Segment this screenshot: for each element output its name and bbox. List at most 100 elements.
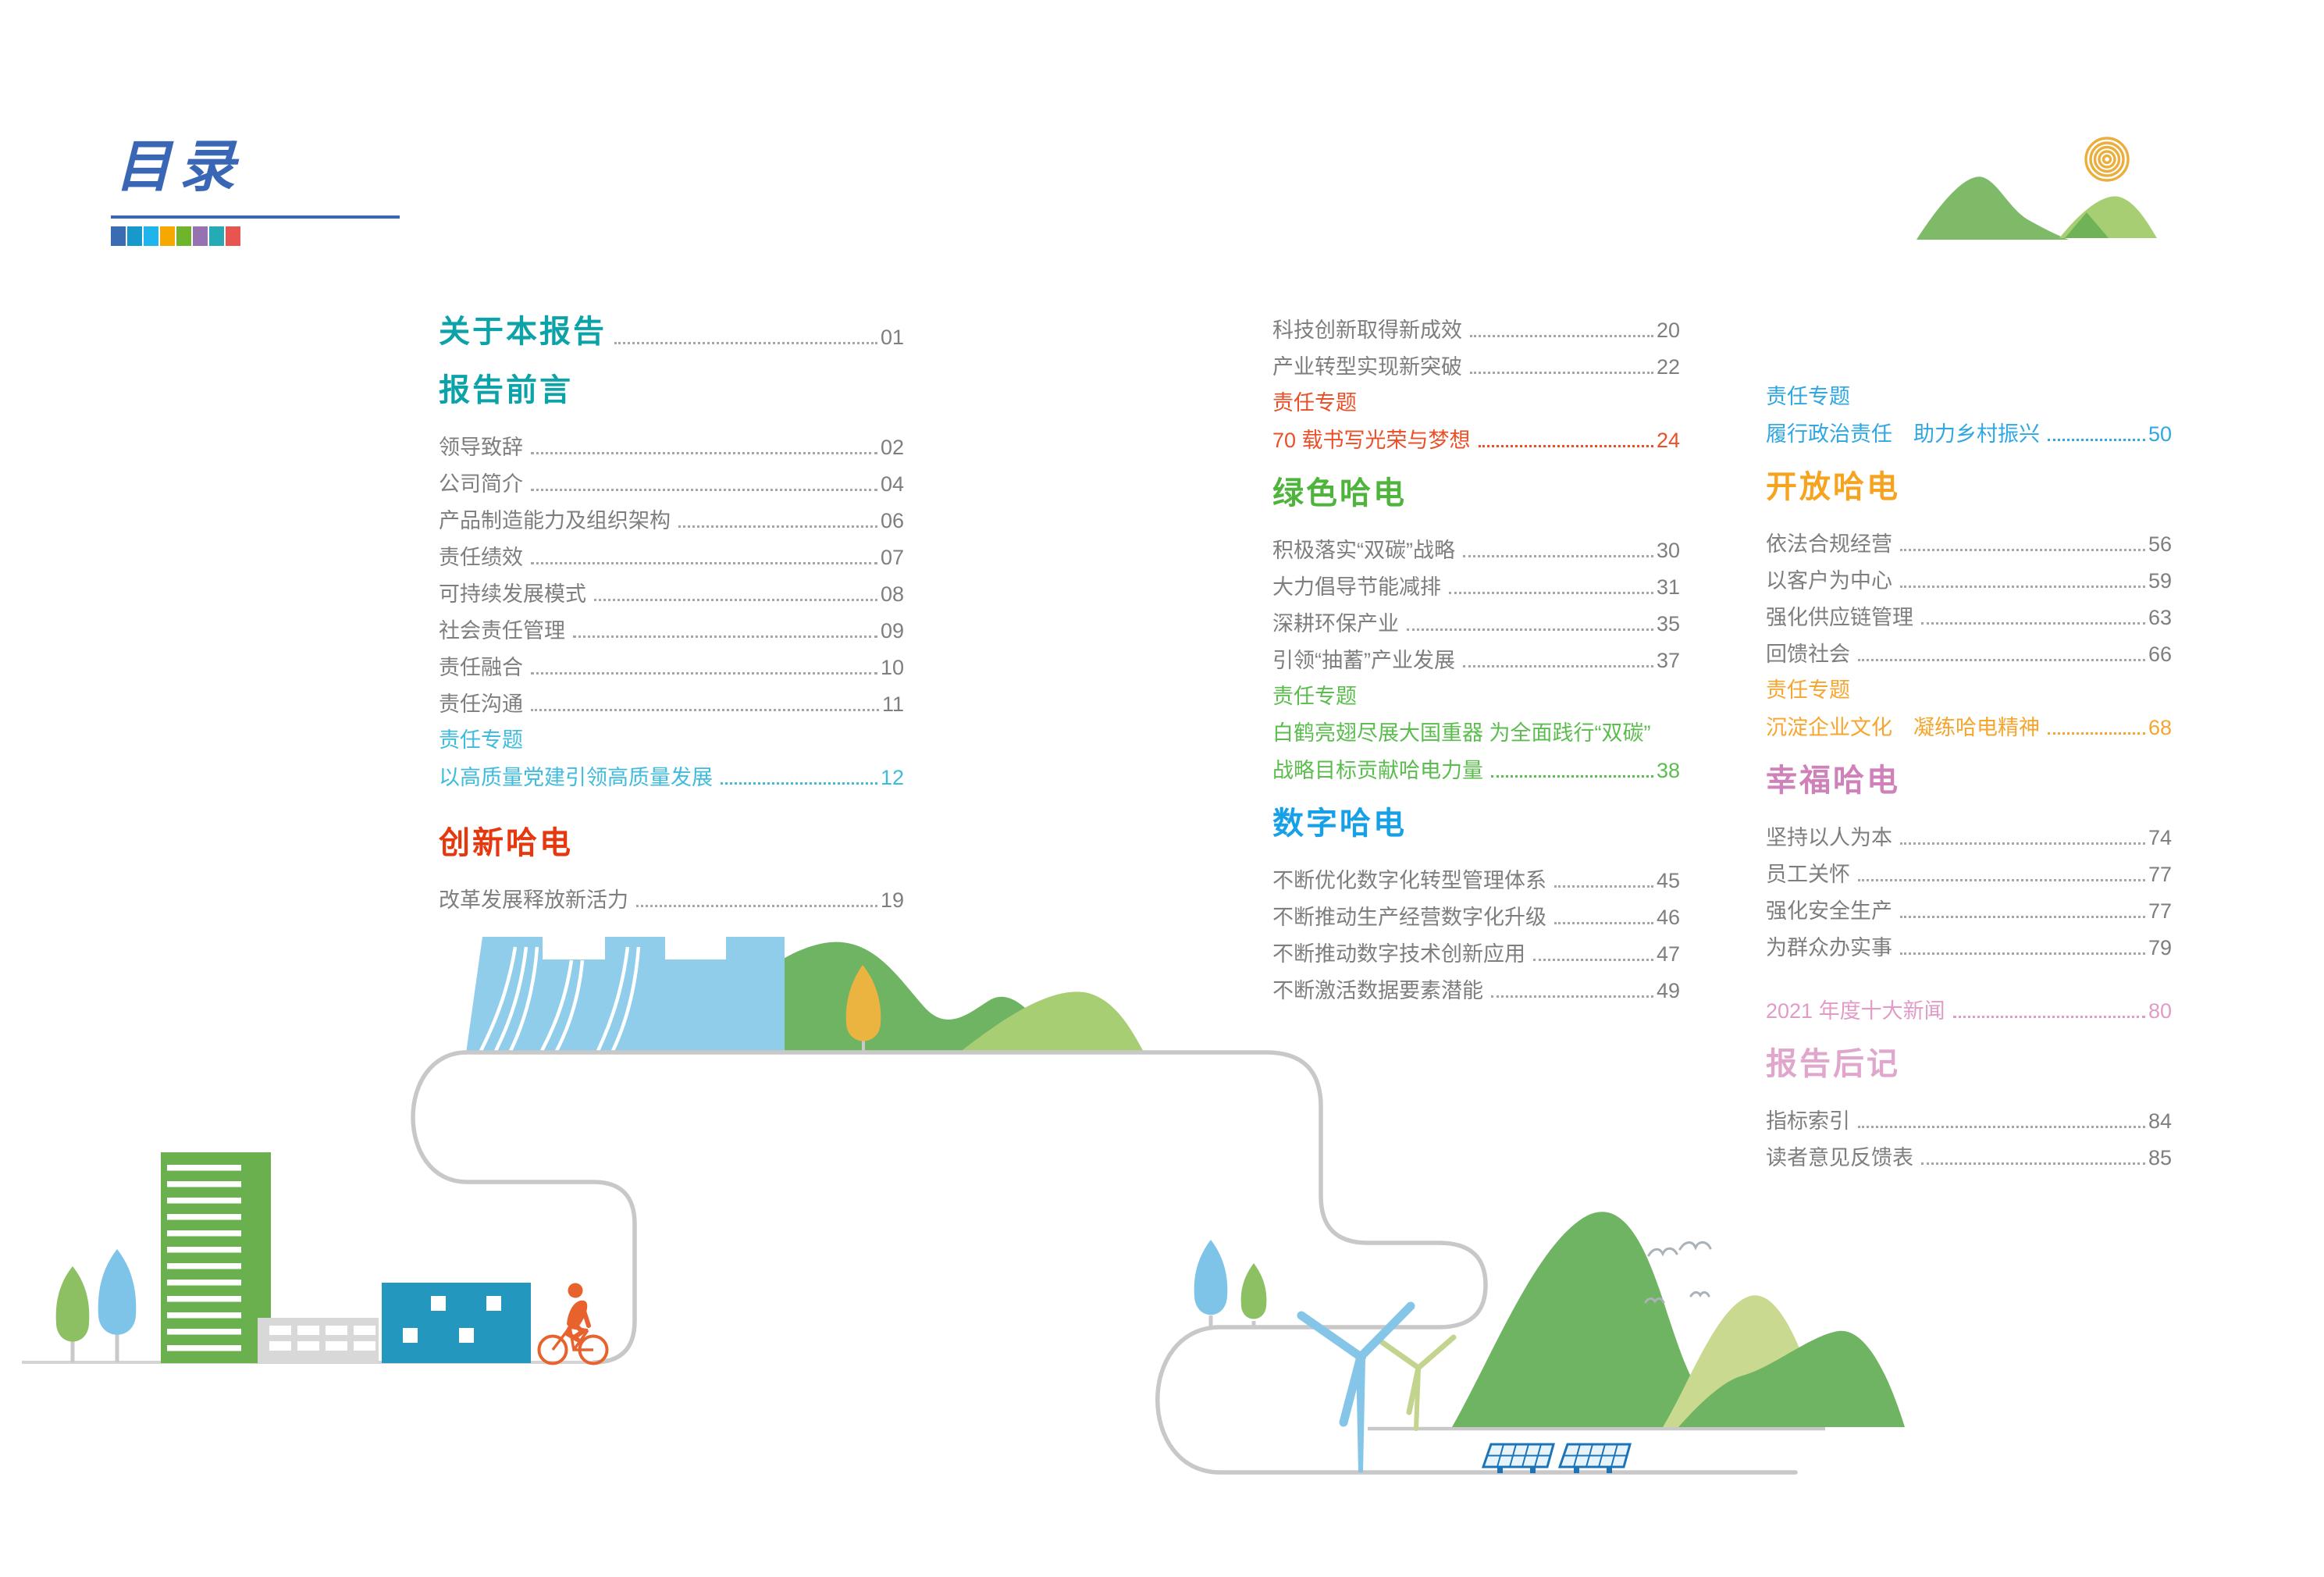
section-heading: 幸福哈电 xyxy=(1766,764,1900,798)
page-number: 59 xyxy=(2148,568,2172,593)
toc-entry[interactable]: 以客户为中心 59 xyxy=(1766,557,2172,593)
toc-entry[interactable]: 社会责任管理 09 xyxy=(439,607,904,643)
toc-entry-label: 产品制造能力及组织架构 xyxy=(439,508,671,532)
toc-entry[interactable]: 战略目标贡献哈电力量 38 xyxy=(1272,746,1680,783)
dotted-leader xyxy=(1554,922,1653,924)
toc-entry-label: 依法合规经营 xyxy=(1766,532,1892,556)
toc-entry[interactable]: 产品制造能力及组织架构 06 xyxy=(439,497,904,533)
toc-entry[interactable]: 强化供应链管理 63 xyxy=(1766,593,2172,630)
toc-entry[interactable]: 指标索引 84 xyxy=(1766,1097,2172,1134)
dotted-leader xyxy=(1858,879,2145,881)
toc-entry-label: 大力倡导节能减排 xyxy=(1272,575,1441,599)
toc-entry[interactable]: 深耕环保产业 35 xyxy=(1272,600,1680,636)
toc-entry[interactable]: 领导致辞 02 xyxy=(439,423,904,460)
toc-entry[interactable]: 为群众办实事 79 xyxy=(1766,924,2172,960)
dotted-leader xyxy=(531,672,877,675)
toc-entry-label: 2021 年度十大新闻 xyxy=(1766,999,1945,1023)
special-topic-line: 白鹤亮翅尽展大国重器 为全面践行“双碳” xyxy=(1272,721,1651,745)
toc-entry[interactable]: 改革发展释放新活力 19 xyxy=(439,876,904,913)
page-number: 07 xyxy=(880,545,904,569)
toc-entry[interactable]: 不断推动生产经营数字化升级 46 xyxy=(1272,893,1680,930)
toc-entry[interactable]: 依法合规经营 56 xyxy=(1766,520,2172,557)
page-number: 85 xyxy=(2148,1145,2172,1169)
toc-entry[interactable]: 强化安全生产 77 xyxy=(1766,887,2172,924)
road-path xyxy=(411,1050,1798,1475)
special-topic-label: 责任专题 xyxy=(1766,385,1850,408)
toc-entry-label: 70 载书写光荣与梦想 xyxy=(1272,428,1471,452)
toc-entry[interactable]: 不断推动数字技术创新应用 47 xyxy=(1272,930,1680,966)
toc-entry[interactable]: 沉淀企业文化 凝练哈电精神 68 xyxy=(1766,703,2172,740)
toc-entry-label: 责任沟通 xyxy=(439,692,523,716)
page-number: 02 xyxy=(880,435,904,459)
dotted-leader xyxy=(1900,586,2145,588)
page-number: 06 xyxy=(880,508,904,532)
toc-entry[interactable]: 以高质量党建引领高质量发展 12 xyxy=(439,753,904,790)
toc-entry[interactable]: 不断激活数据要素潜能 49 xyxy=(1272,966,1680,1003)
dam-water-icon xyxy=(479,946,641,1052)
page-number: 24 xyxy=(1656,428,1680,452)
toc-entry[interactable]: 70 载书写光荣与梦想 24 xyxy=(1272,416,1680,453)
page-number: 77 xyxy=(2148,862,2172,886)
toc-entry-label: 不断推动生产经营数字化升级 xyxy=(1272,905,1546,929)
page-number: 01 xyxy=(880,325,904,349)
toc-entry-label: 积极落实“双碳”战略 xyxy=(1272,538,1455,562)
dotted-leader xyxy=(636,905,877,907)
page-number: 77 xyxy=(2148,899,2172,923)
toc-entry[interactable]: 2021 年度十大新闻 80 xyxy=(1766,987,2172,1023)
toc-entry[interactable]: 积极落实“双碳”战略 30 xyxy=(1272,526,1680,563)
toc-entry[interactable]: 坚持以人为本 74 xyxy=(1766,813,2172,850)
toc-entry-label: 为群众办实事 xyxy=(1766,935,1892,959)
mountains-icon xyxy=(1452,1212,1905,1427)
toc-entry[interactable]: 不断优化数字化转型管理体系 45 xyxy=(1272,856,1680,893)
toc-entry-label: 以客户为中心 xyxy=(1766,568,1892,593)
wind-turbine-icon xyxy=(1297,1301,1457,1472)
toc-entry[interactable]: 引领“抽蓄”产业发展 37 xyxy=(1272,636,1680,673)
dotted-leader xyxy=(1858,659,2145,661)
toc-entry[interactable]: 可持续发展模式 08 xyxy=(439,570,904,607)
toc-section-entry[interactable]: 关于本报告 01 xyxy=(439,306,904,350)
toc-entry-label: 产业转型实现新突破 xyxy=(1272,354,1462,379)
toc-entry[interactable]: 科技创新取得新成效 20 xyxy=(1272,306,1680,343)
page-number: 50 xyxy=(2148,422,2172,446)
toc-entry[interactable]: 履行政治责任 助力乡村振兴 50 xyxy=(1766,410,2172,447)
toc-entry[interactable]: 责任融合 10 xyxy=(439,643,904,680)
toc-entry-label: 战略目标贡献哈电力量 xyxy=(1272,758,1483,782)
left-trees-icon xyxy=(55,1249,137,1362)
special-topic-label: 责任专题 xyxy=(1272,685,1357,708)
page-number: 19 xyxy=(880,888,904,912)
toc-entry[interactable]: 回馈社会 66 xyxy=(1766,630,2172,667)
dotted-leader xyxy=(678,525,877,528)
palette-square-7 xyxy=(209,226,224,246)
toc-entry-label: 责任绩效 xyxy=(439,545,523,569)
toc-entry[interactable]: 责任沟通 11 xyxy=(439,680,904,717)
dotted-leader xyxy=(1952,1016,2145,1018)
dotted-leader xyxy=(1491,775,1653,778)
dam-icon xyxy=(466,937,785,1053)
palette-square-6 xyxy=(193,226,208,246)
palette-square-5 xyxy=(176,226,191,246)
page-number: 04 xyxy=(880,472,904,496)
toc-entry-label: 改革发展释放新活力 xyxy=(439,888,628,912)
toc-entry[interactable]: 产业转型实现新突破 22 xyxy=(1272,343,1680,379)
dotted-leader xyxy=(594,599,877,601)
toc-entry[interactable]: 大力倡导节能减排 31 xyxy=(1272,563,1680,600)
toc-entry-label: 责任融合 xyxy=(439,655,523,679)
toc-entry[interactable]: 员工关怀 77 xyxy=(1766,850,2172,887)
dotted-leader xyxy=(614,342,877,344)
toc-entry[interactable]: 责任绩效 07 xyxy=(439,533,904,570)
page-number: 46 xyxy=(1656,905,1680,929)
toc-entry[interactable]: 读者意见反馈表 85 xyxy=(1766,1134,2172,1170)
dam-mountains-icon xyxy=(670,942,1144,1053)
page-number: 22 xyxy=(1656,354,1680,379)
page-number: 68 xyxy=(2148,715,2172,739)
toc-entry-label: 不断优化数字化转型管理体系 xyxy=(1272,868,1546,892)
section-heading: 数字哈电 xyxy=(1272,806,1407,841)
dotted-leader xyxy=(1533,959,1653,961)
palette-square-8 xyxy=(226,226,240,246)
dotted-leader xyxy=(1921,1162,2145,1165)
toc-entry-label: 关于本报告 xyxy=(439,315,607,349)
toc-entry[interactable]: 公司简介 04 xyxy=(439,460,904,497)
toc-entry-label: 强化安全生产 xyxy=(1766,899,1892,923)
page-number: 11 xyxy=(881,692,904,716)
toc-column-3: 责任专题 履行政治责任 助力乡村振兴 50 开放哈电 依法合规经营 56 以客户为中心 59 强… xyxy=(1766,373,2172,1170)
